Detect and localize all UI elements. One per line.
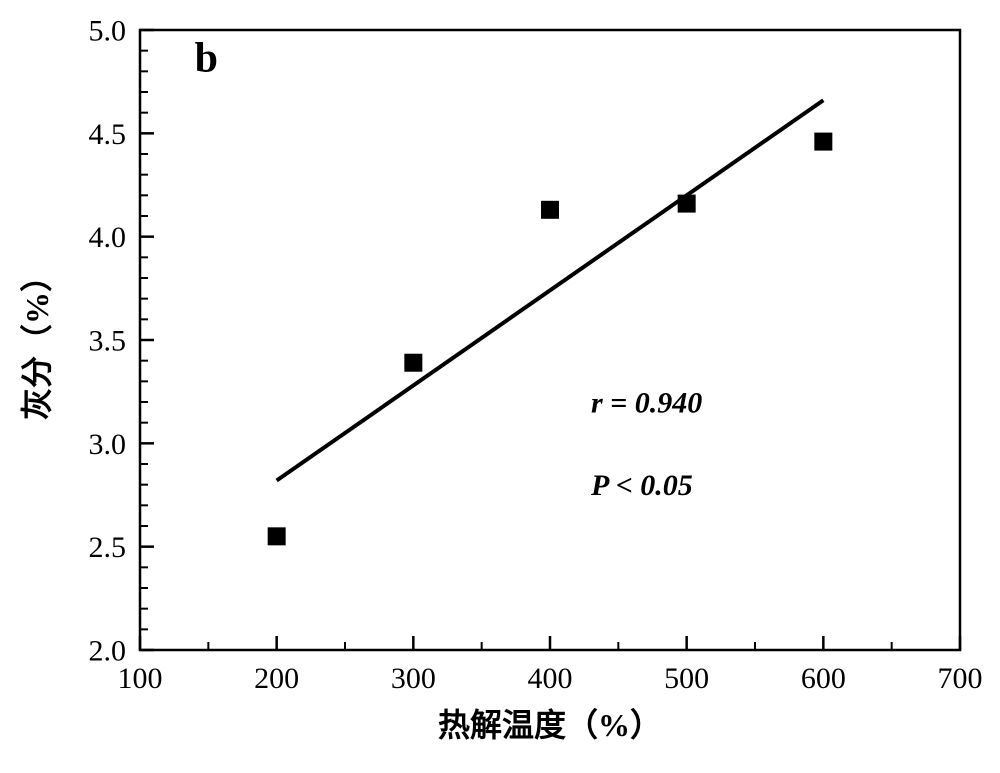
x-tick-label: 500	[664, 662, 709, 695]
x-tick-label: 200	[254, 662, 299, 695]
y-tick-label: 3.5	[89, 325, 127, 358]
y-tick-label: 3.0	[89, 428, 127, 461]
data-point	[814, 133, 832, 151]
x-tick-label: 700	[938, 662, 983, 695]
y-axis-title: 灰分（%）	[19, 260, 55, 420]
data-point	[268, 527, 286, 545]
x-tick-label: 300	[391, 662, 436, 695]
chart-svg: 100200300400500600700热解温度（%）2.02.53.03.5…	[0, 0, 1000, 773]
plot-frame	[140, 30, 960, 650]
r-annotation: r = 0.940	[591, 386, 702, 419]
data-point	[404, 354, 422, 372]
x-tick-label: 600	[801, 662, 846, 695]
p-annotation: P < 0.05	[590, 469, 693, 502]
y-tick-label: 4.0	[89, 221, 127, 254]
y-tick-label: 2.5	[89, 531, 127, 564]
y-tick-label: 5.0	[89, 15, 127, 48]
x-tick-label: 400	[528, 662, 573, 695]
y-tick-label: 2.0	[89, 635, 127, 668]
panel-label: b	[195, 35, 218, 81]
ash-vs-temperature-chart: 100200300400500600700热解温度（%）2.02.53.03.5…	[0, 0, 1000, 773]
y-tick-label: 4.5	[89, 118, 127, 151]
x-axis-title: 热解温度（%）	[438, 707, 662, 743]
data-point	[678, 195, 696, 213]
trend-line	[277, 100, 824, 480]
data-point	[541, 201, 559, 219]
